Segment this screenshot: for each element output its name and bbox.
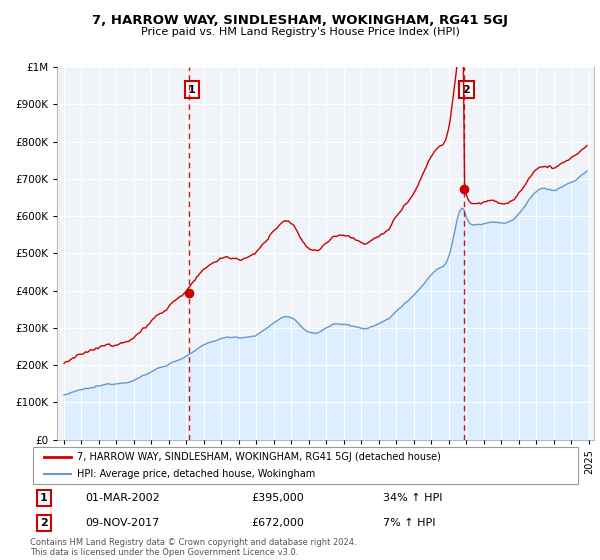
Text: Contains HM Land Registry data © Crown copyright and database right 2024.
This d: Contains HM Land Registry data © Crown c…: [30, 538, 356, 557]
Text: 1: 1: [188, 85, 196, 95]
Text: 2: 2: [40, 518, 47, 528]
Text: 7, HARROW WAY, SINDLESHAM, WOKINGHAM, RG41 5GJ (detached house): 7, HARROW WAY, SINDLESHAM, WOKINGHAM, RG…: [77, 451, 441, 461]
Text: Price paid vs. HM Land Registry's House Price Index (HPI): Price paid vs. HM Land Registry's House …: [140, 27, 460, 37]
Text: £672,000: £672,000: [251, 518, 304, 528]
FancyBboxPatch shape: [33, 447, 578, 484]
Text: 7% ↑ HPI: 7% ↑ HPI: [383, 518, 436, 528]
Text: £395,000: £395,000: [251, 493, 304, 503]
Text: 7, HARROW WAY, SINDLESHAM, WOKINGHAM, RG41 5GJ: 7, HARROW WAY, SINDLESHAM, WOKINGHAM, RG…: [92, 14, 508, 27]
Text: HPI: Average price, detached house, Wokingham: HPI: Average price, detached house, Woki…: [77, 469, 315, 479]
Text: 2: 2: [463, 85, 470, 95]
Text: 1: 1: [40, 493, 47, 503]
Text: 01-MAR-2002: 01-MAR-2002: [85, 493, 160, 503]
Text: 34% ↑ HPI: 34% ↑ HPI: [383, 493, 443, 503]
Text: 09-NOV-2017: 09-NOV-2017: [85, 518, 160, 528]
